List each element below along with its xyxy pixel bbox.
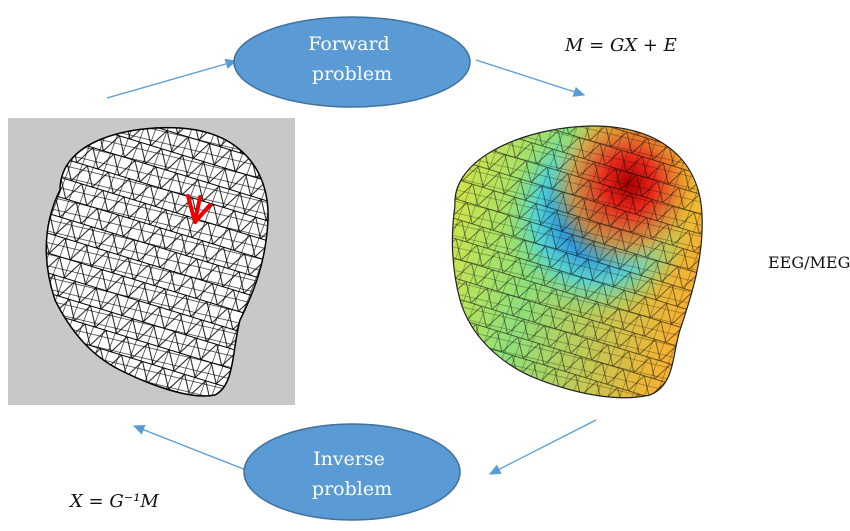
forward-line: Forward (308, 33, 390, 55)
forward-bubble (233, 16, 471, 108)
forward-line: problem (312, 63, 392, 85)
potential-head (452, 125, 703, 398)
measurement-label: EEG/MEG (768, 253, 850, 272)
inverse-line: Inverse (313, 448, 385, 470)
inverse-bubble (243, 423, 461, 521)
inverse-equation: X = G⁻¹M (68, 491, 159, 512)
forward-label: Forward problem (308, 33, 396, 85)
source-dipole (186, 194, 212, 224)
inverse-line: problem (312, 478, 392, 500)
inverse-label: Inverse problem (312, 448, 392, 500)
cycle-arrows (106, 58, 597, 475)
forward-equation: M = GX + E (564, 35, 677, 56)
